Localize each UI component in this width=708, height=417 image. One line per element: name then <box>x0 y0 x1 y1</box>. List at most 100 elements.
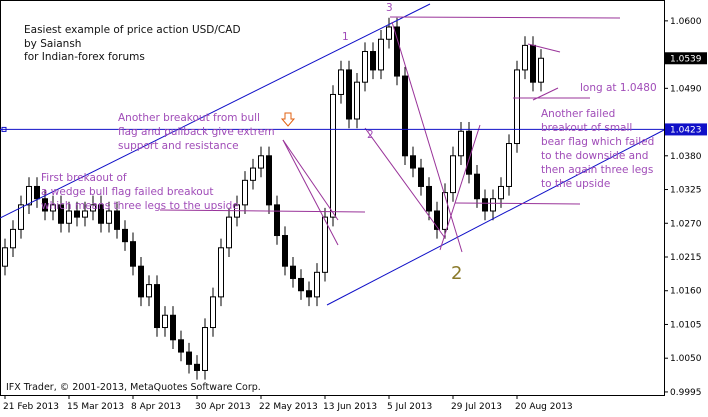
candle-body <box>362 51 368 83</box>
candle-body <box>386 26 392 40</box>
trend-lines <box>0 3 665 306</box>
candle-body <box>266 155 272 206</box>
candle-body <box>210 296 216 329</box>
candle-body <box>146 284 152 298</box>
candle-body <box>370 51 376 71</box>
candle-body <box>354 81 360 120</box>
y-tick-label: 1.0325 <box>670 186 702 196</box>
y-tick-label: 0.9995 <box>670 388 702 398</box>
candle-body <box>298 277 304 292</box>
annotation: to the downside and <box>541 150 648 162</box>
candle-body <box>482 198 488 212</box>
candle-body <box>314 271 320 298</box>
candle-body <box>522 44 528 71</box>
candle-body <box>66 210 72 224</box>
candle-body <box>194 363 200 371</box>
annotation: which means three legs to the upside <box>41 200 239 212</box>
candle-body <box>122 228 128 243</box>
y-tick-label: 1.0270 <box>670 219 702 229</box>
price-line-label: 1.0423 <box>670 125 702 135</box>
x-tick-label: 15 Mar 2013 <box>67 402 124 412</box>
candle-body <box>242 179 248 206</box>
leg-line <box>282 139 339 246</box>
x-tick-label: 29 Jul 2013 <box>451 402 502 412</box>
y-tick-label: 1.0380 <box>670 152 702 162</box>
x-tick-label: 5 Jul 2013 <box>387 402 432 412</box>
copyright: IFX Trader, © 2001-2013, MetaQuotes Soft… <box>6 382 261 393</box>
annotation: long at 1.0480 <box>580 82 657 94</box>
candle-body <box>410 155 416 169</box>
x-tick-label: 13 Jun 2013 <box>323 402 377 412</box>
y-tick-label: 1.0490 <box>670 84 702 94</box>
y-tick-label: 1.0160 <box>670 287 702 297</box>
title-line: Easiest example of price action USD/CAD <box>24 24 241 36</box>
lower-channel <box>326 129 665 306</box>
candle-body <box>394 26 400 77</box>
title-line: by Saiansh <box>24 38 81 50</box>
annotation: First brekaout of <box>41 172 127 184</box>
candles <box>2 17 544 380</box>
title-line: for Indian-forex forums <box>24 51 145 63</box>
candle-body <box>338 69 344 95</box>
candle-body <box>402 75 408 157</box>
annotation: to the upside <box>541 178 610 190</box>
candle-body <box>322 216 328 273</box>
annotation: then again three legs <box>541 164 653 176</box>
candle-body <box>130 241 136 267</box>
candle-body <box>218 247 224 298</box>
flag-line <box>532 87 559 101</box>
leg-line <box>439 124 481 251</box>
upper-channel <box>0 3 431 219</box>
annotation: Another breakout from bull <box>118 112 260 124</box>
candle-body <box>538 57 544 83</box>
last-price-label: 1.0539 <box>670 54 702 64</box>
x-tick-label: 20 Aug 2013 <box>515 402 573 412</box>
candle-body <box>378 38 384 71</box>
x-axis: 21 Feb 2013 15 Mar 2013 8 Apr 2013 30 Apr 2… <box>3 395 573 412</box>
candle-body <box>490 198 496 212</box>
leg-label: 2 <box>367 129 374 141</box>
candle-body <box>50 204 56 212</box>
annotation: bear flag which failed <box>541 136 654 148</box>
y-tick-label: 1.0105 <box>670 320 702 330</box>
annotation: a wedge bull flag failed breakout <box>41 186 213 198</box>
candle-body <box>26 185 32 206</box>
leg-line <box>391 21 463 253</box>
arrow-icon <box>280 112 296 127</box>
candle-body <box>98 204 104 224</box>
candle-body <box>18 204 24 230</box>
candle-body <box>330 93 336 218</box>
candle-body <box>154 284 160 329</box>
price-line-box <box>665 123 707 136</box>
candle-body <box>442 192 448 230</box>
candle-body <box>450 155 456 194</box>
candle-body <box>162 314 168 329</box>
candle-body <box>170 314 176 341</box>
candle-body <box>34 185 40 200</box>
candle-body <box>258 155 264 169</box>
candle-body <box>202 327 208 371</box>
leg-line <box>282 139 339 221</box>
flag-line <box>527 43 561 53</box>
candle-body <box>250 167 256 181</box>
y-axis: 1.0600 1.0539 1.0490 1.0380 1.0325 1.0270 1.02… <box>1 17 707 398</box>
candle-body <box>138 265 144 298</box>
leg-label: 3 <box>386 2 393 14</box>
last-price-box <box>665 52 707 65</box>
x-tick-label: 22 May 2013 <box>259 402 318 412</box>
price-line-marker <box>1 126 7 132</box>
y-tick-label: 1.0600 <box>670 17 702 27</box>
x-tick-label: 21 Feb 2013 <box>3 402 59 412</box>
annotation: Another failed <box>541 108 615 120</box>
candle-body <box>282 235 288 267</box>
candle-body <box>74 210 80 218</box>
candle-body <box>82 210 88 218</box>
candle-body <box>290 265 296 279</box>
candle-body <box>178 339 184 353</box>
candle-body <box>90 204 96 212</box>
candle-body <box>514 69 520 145</box>
candle-body <box>274 204 280 237</box>
candle-body <box>346 69 352 120</box>
